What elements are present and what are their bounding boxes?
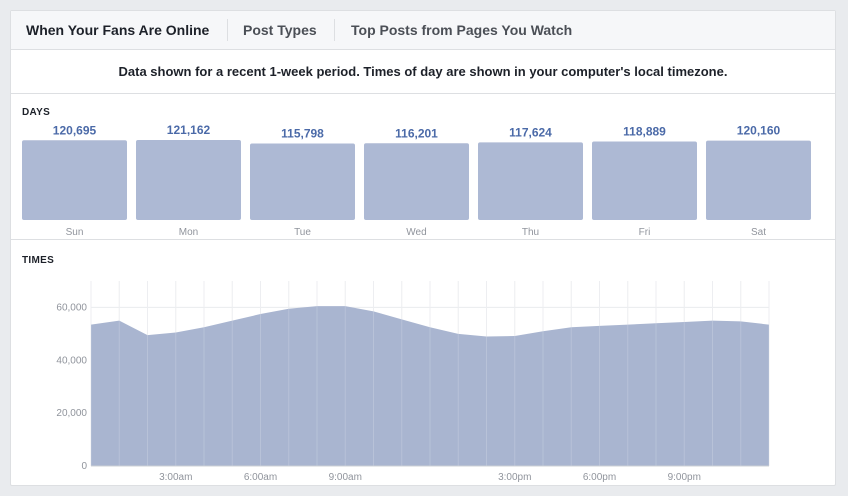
day-bar-fri[interactable] xyxy=(592,141,697,220)
x-tick-label: 6:00am xyxy=(244,472,277,483)
tab-divider xyxy=(227,19,228,41)
insights-card: When Your Fans Are Online Post Types Top… xyxy=(10,10,836,486)
day-value-label: 115,798 xyxy=(281,127,324,141)
x-tick-label: 6:00pm xyxy=(583,472,616,483)
times-section-title: TIMES xyxy=(22,255,55,266)
tab-divider xyxy=(334,19,335,41)
day-category-label: Mon xyxy=(179,227,198,238)
day-value-label: 121,162 xyxy=(167,123,211,137)
day-category-label: Fri xyxy=(639,227,651,238)
day-value-label: 117,624 xyxy=(509,125,552,139)
day-value-label: 116,201 xyxy=(395,126,438,140)
x-tick-label: 3:00pm xyxy=(498,472,531,483)
y-tick-label: 60,000 xyxy=(56,302,87,313)
day-value-label: 120,695 xyxy=(53,123,97,137)
day-category-label: Tue xyxy=(294,227,311,238)
timezone-notice: Data shown for a recent 1-week period. T… xyxy=(11,50,835,94)
x-tick-label: 9:00am xyxy=(329,472,362,483)
day-value-label: 120,160 xyxy=(737,124,781,138)
day-category-label: Sun xyxy=(66,227,84,238)
days-bar-chart: 120,695 Sun 121,162 Mon 115,798 Tue 116,201 Wed… xyxy=(22,123,811,238)
day-bar-tue[interactable] xyxy=(250,143,355,220)
day-category-label: Sat xyxy=(751,227,766,238)
days-section-title: DAYS xyxy=(22,107,51,118)
day-bar-wed[interactable] xyxy=(364,143,469,220)
day-bar-mon[interactable] xyxy=(136,140,241,220)
day-category-label: Wed xyxy=(406,227,426,238)
x-tick-label: 9:00pm xyxy=(668,472,701,483)
y-tick-label: 20,000 xyxy=(56,408,87,419)
day-bar-sun[interactable] xyxy=(22,140,127,220)
y-tick-label: 0 xyxy=(81,461,87,472)
tab-post-types[interactable]: Post Types xyxy=(243,22,317,38)
day-value-label: 118,889 xyxy=(623,125,666,139)
tab-top-posts[interactable]: Top Posts from Pages You Watch xyxy=(351,22,573,38)
tab-when-fans-online[interactable]: When Your Fans Are Online xyxy=(26,22,210,38)
y-tick-label: 40,000 xyxy=(56,355,87,366)
day-bar-sat[interactable] xyxy=(706,140,811,220)
day-category-label: Thu xyxy=(522,227,539,238)
fans-online-area[interactable] xyxy=(91,306,769,466)
tab-bar: When Your Fans Are Online Post Types Top… xyxy=(11,11,835,50)
day-bar-thu[interactable] xyxy=(478,142,583,220)
section-divider xyxy=(11,239,835,240)
times-area-chart: 0 20,000 40,000 60,000 3:00am 6:00am 9:00am 3:0… xyxy=(56,281,770,483)
x-tick-label: 3:00am xyxy=(159,472,192,483)
